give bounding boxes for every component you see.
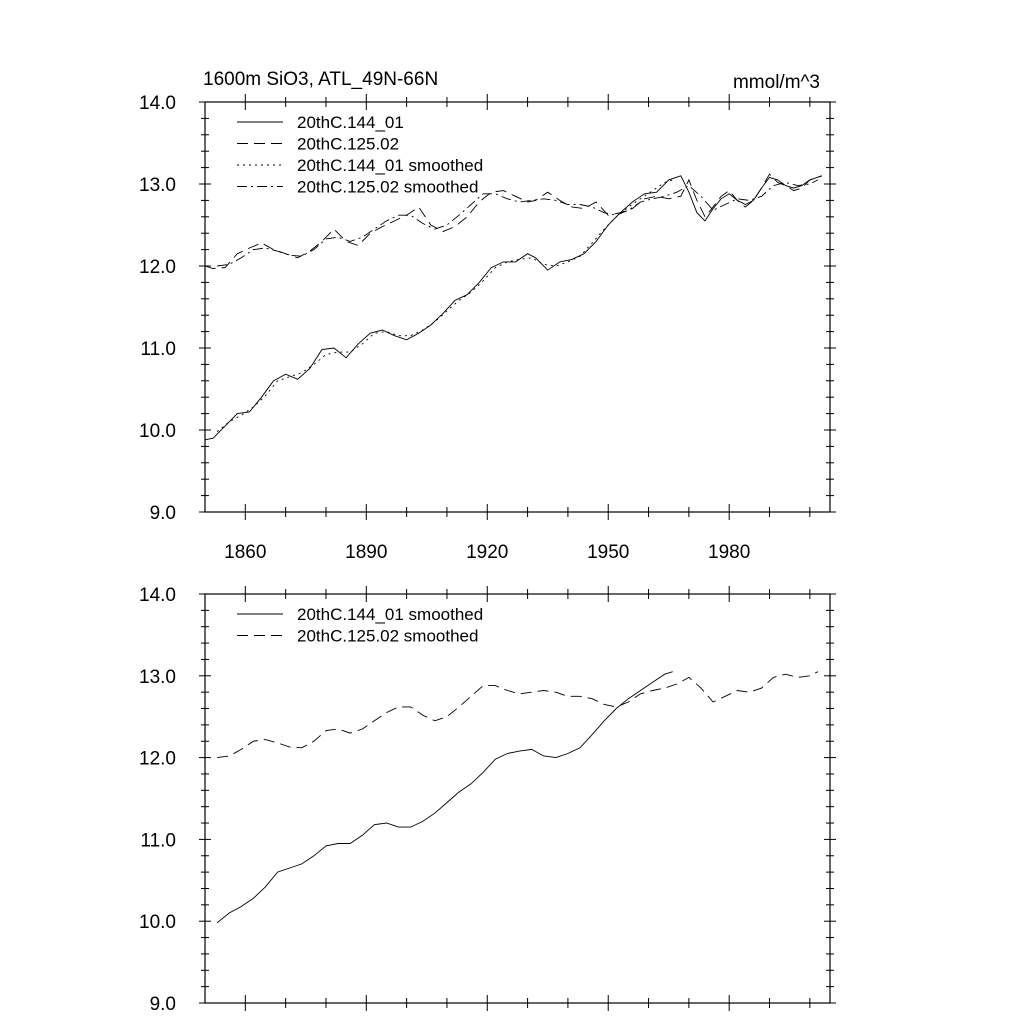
series-line-2 [217, 671, 819, 759]
y-tick-label: 14.0 [139, 93, 176, 114]
legend-label-1: 20thC.144_01 smoothed [297, 605, 483, 624]
x-tick-label: 1860 [224, 542, 266, 563]
x-tick-label: 1950 [587, 542, 629, 563]
y-tick-label: 9.0 [150, 503, 176, 524]
legend-label-2: 20thC.125.02 smoothed [297, 627, 478, 646]
series-line-1 [204, 175, 823, 441]
y-tick-label: 11.0 [140, 339, 176, 360]
x-tick-label: 1980 [708, 542, 750, 563]
series-line-2 [204, 173, 823, 269]
y-tick-label: 10.0 [139, 912, 176, 933]
bottom-panel: 9.0 10.0 11.0 12.0 13.0 14.0 20thC.144_01 smoo… [139, 585, 836, 1015]
legend-label-1: 20thC.144_01 [297, 113, 404, 132]
y-tick-label: 12.0 [139, 257, 176, 278]
y-tick-label: 11.0 [140, 830, 176, 851]
series-line-3 [216, 179, 673, 432]
y-tick-label: 9.0 [150, 994, 176, 1015]
series-line-4 [217, 179, 819, 267]
series-line-1 [216, 671, 673, 924]
legend-label-2: 20thC.125.02 [297, 135, 399, 154]
x-tick-label: 1890 [345, 542, 387, 563]
units-label: mmol/m^3 [733, 72, 820, 93]
y-tick-label: 12.0 [139, 749, 176, 770]
plot-frame [204, 593, 831, 1004]
top-panel: 9.0 10.0 11.0 12.0 13.0 14.0 1860 1890 1920 1950 1… [139, 69, 836, 563]
y-tick-label: 13.0 [139, 667, 176, 688]
chart-title: 1600m SiO3, ATL_49N-66N [203, 69, 438, 90]
legend-label-3: 20thC.144_01 smoothed [297, 156, 483, 175]
x-tick-label: 1920 [466, 542, 508, 563]
y-tick-label: 10.0 [139, 421, 176, 442]
y-tick-label: 14.0 [139, 585, 176, 606]
y-tick-label: 13.0 [139, 175, 176, 196]
plot-frame [204, 101, 831, 513]
legend-label-4: 20thC.125.02 smoothed [297, 178, 478, 197]
